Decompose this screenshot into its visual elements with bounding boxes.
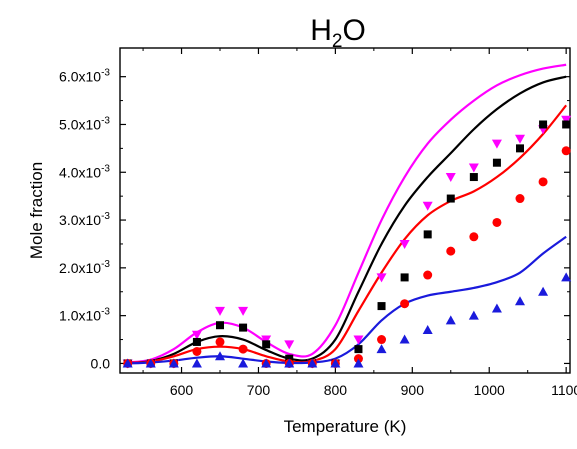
data-point-circle — [446, 246, 456, 256]
data-point-circle — [423, 270, 433, 280]
y-tick-label: 0.0 — [91, 355, 111, 371]
data-point-triangle-up — [399, 334, 410, 344]
data-point-circle — [400, 299, 410, 309]
data-point-triangle-up — [468, 310, 479, 320]
data-point-triangle-down — [445, 173, 456, 183]
data-point-triangle-down — [238, 306, 249, 316]
data-point-triangle-up — [491, 303, 502, 313]
data-point-triangle-up — [191, 358, 202, 368]
data-point-circle — [492, 217, 502, 227]
data-point-triangle-up — [561, 272, 572, 282]
x-tick-label: 600 — [170, 382, 194, 398]
data-point-square — [216, 321, 224, 330]
y-tick-label: 6.0x10-3 — [59, 68, 110, 85]
chart-title-main: H — [310, 14, 332, 47]
series-line-3 — [127, 235, 567, 365]
data-point-circle — [538, 177, 548, 187]
data-point-square — [516, 144, 524, 153]
data-point-square — [562, 120, 571, 129]
data-point-square — [239, 323, 248, 332]
data-point-triangle-up — [353, 358, 364, 368]
data-point-triangle-up — [168, 358, 179, 368]
data-point-circle — [561, 146, 571, 156]
data-point-triangle-up — [307, 358, 318, 368]
y-tick-mantissa: 3.0x10 — [59, 212, 101, 228]
x-tick-label: 700 — [247, 382, 271, 398]
data-point-triangle-down — [491, 139, 502, 149]
y-tick-mantissa: 2.0x10 — [59, 260, 101, 276]
plot-frame — [119, 47, 571, 374]
data-point-square — [377, 302, 386, 311]
data-point-square — [262, 340, 271, 349]
y-tick-label: 4.0x10-3 — [59, 163, 110, 180]
y-tick-exponent: -3 — [101, 307, 110, 318]
data-point-circle — [469, 232, 479, 242]
data-point-circle — [192, 346, 202, 356]
data-point-triangle-down — [468, 163, 479, 173]
data-point-circle — [238, 344, 248, 354]
y-tick-mantissa: 0.0 — [91, 355, 111, 371]
data-point-triangle-up — [445, 315, 456, 325]
data-point-triangle-down — [261, 335, 272, 345]
x-tick-label: 800 — [324, 382, 348, 398]
data-point-triangle-up — [538, 286, 549, 296]
data-point-circle — [377, 335, 387, 345]
data-point-triangle-up — [145, 358, 156, 368]
data-point-triangle-down — [191, 330, 202, 340]
y-tick-label: 2.0x10-3 — [59, 259, 110, 276]
data-point-square — [492, 158, 501, 167]
data-point-square — [446, 194, 455, 203]
y-tick-label: 1.0x10-3 — [59, 307, 110, 324]
data-point-triangle-up — [215, 351, 225, 361]
data-point-triangle-up — [238, 358, 249, 368]
data-point-triangle-up — [330, 358, 341, 368]
data-point-triangle-down — [515, 134, 525, 144]
chart-title-subscript: 2 — [332, 31, 343, 52]
y-tick-mantissa: 4.0x10 — [59, 164, 101, 180]
x-tick-label: 900 — [401, 382, 425, 398]
data-point-triangle-down — [399, 239, 410, 249]
data-point-triangle-up — [284, 358, 295, 368]
data-point-square — [469, 173, 478, 182]
x-tick-label: 1000 — [474, 382, 505, 398]
data-point-triangle-down — [353, 335, 364, 345]
data-point-triangle-up — [376, 344, 387, 354]
data-point-square — [400, 273, 409, 282]
data-point-square — [539, 120, 548, 129]
data-point-triangle-down — [284, 340, 295, 350]
y-tick-mantissa: 5.0x10 — [59, 116, 101, 132]
data-point-circle — [515, 194, 525, 204]
y-tick-label: 3.0x10-3 — [59, 211, 110, 228]
y-tick-exponent: -3 — [101, 259, 110, 270]
y-tick-exponent: -3 — [101, 163, 110, 174]
data-point-square — [354, 345, 363, 354]
data-point-circle — [215, 337, 225, 347]
y-axis-label: Mole fraction — [27, 162, 46, 259]
data-point-triangle-down — [215, 306, 225, 316]
data-point-triangle-up — [261, 358, 272, 368]
y-tick-exponent: -3 — [101, 211, 110, 222]
data-point-square — [192, 337, 201, 346]
data-point-triangle-up — [422, 324, 433, 334]
chart-title: H2O — [310, 14, 366, 52]
data-point-square — [423, 230, 432, 239]
series-line-2 — [127, 104, 568, 365]
data-point-triangle-down — [376, 273, 387, 283]
data-point-triangle-down — [422, 201, 433, 211]
data-point-triangle-down — [561, 115, 572, 125]
data-point-triangle-up — [515, 296, 525, 306]
chart-title-tail: O — [342, 14, 365, 47]
y-tick-exponent: -3 — [101, 68, 110, 79]
x-axis-label: Temperature (K) — [284, 417, 407, 436]
y-tick-mantissa: 1.0x10 — [59, 308, 101, 324]
y-tick-exponent: -3 — [101, 115, 110, 126]
y-tick-label: 5.0x10-3 — [59, 115, 110, 132]
y-tick-mantissa: 6.0x10 — [59, 69, 101, 85]
data-point-triangle-up — [122, 358, 133, 368]
